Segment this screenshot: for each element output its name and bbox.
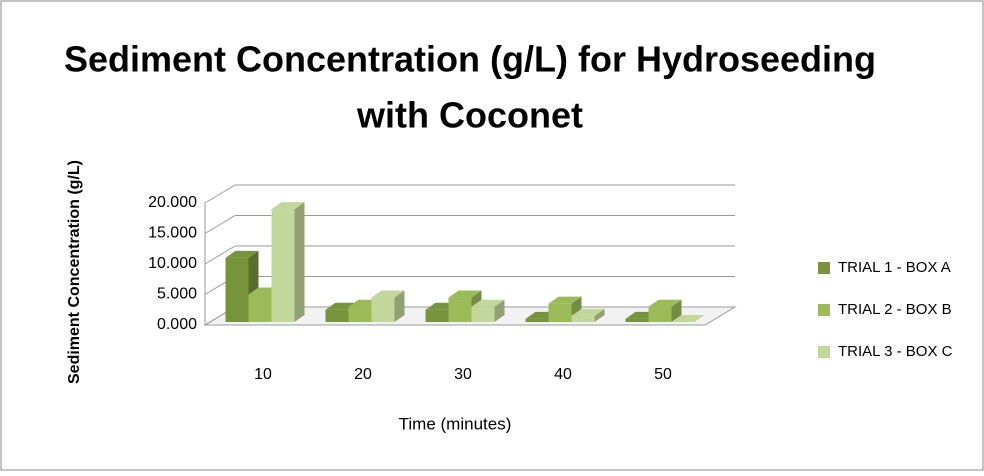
bar bbox=[326, 310, 349, 322]
legend-swatch bbox=[818, 304, 830, 316]
chart-title: Sediment Concentration (g/L) for Hydrose… bbox=[64, 39, 876, 80]
bar bbox=[349, 307, 372, 322]
y-axis-title: Sediment Concentration (g/L) bbox=[66, 160, 83, 384]
bar bbox=[272, 209, 295, 322]
bar bbox=[372, 298, 395, 322]
legend-swatch bbox=[818, 262, 830, 274]
bar bbox=[472, 307, 495, 322]
x-tick-label: 50 bbox=[654, 366, 672, 383]
legend-label: TRIAL 2 - BOX B bbox=[838, 301, 952, 318]
bar bbox=[626, 319, 649, 322]
bar bbox=[426, 310, 449, 322]
y-tick-label: 5.000 bbox=[157, 286, 197, 303]
bar bbox=[526, 319, 549, 322]
bar bbox=[449, 298, 472, 322]
y-tick-label: 10.000 bbox=[148, 255, 197, 272]
x-tick-label: 40 bbox=[554, 366, 572, 383]
x-tick-label: 20 bbox=[354, 366, 372, 383]
bar-side bbox=[295, 202, 305, 322]
bar bbox=[226, 258, 249, 322]
legend-label: TRIAL 3 - BOX C bbox=[838, 343, 953, 360]
y-tick-label: 0.000 bbox=[157, 316, 197, 333]
bar bbox=[549, 304, 572, 322]
y-tick-label: 20.000 bbox=[148, 194, 197, 211]
legend-swatch bbox=[818, 346, 830, 358]
legend-label: TRIAL 1 - BOX A bbox=[838, 259, 951, 276]
y-tick-label: 15.000 bbox=[148, 225, 197, 242]
bar bbox=[249, 295, 272, 323]
x-tick-label: 10 bbox=[254, 366, 272, 383]
chart-subtitle: with Coconet bbox=[356, 95, 583, 136]
x-tick-label: 30 bbox=[454, 366, 472, 383]
bar bbox=[649, 307, 672, 322]
bar bbox=[572, 316, 595, 322]
x-axis-title: Time (minutes) bbox=[399, 414, 512, 433]
